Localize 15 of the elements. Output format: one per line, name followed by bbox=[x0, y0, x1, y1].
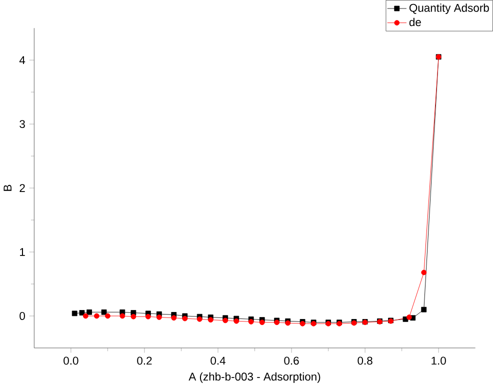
x-tick-label: 0.4 bbox=[210, 356, 226, 365]
x-axis-title: A (zhb-b-003 - Adsorption) bbox=[188, 372, 320, 384]
y-tick-label: 4 bbox=[19, 56, 26, 64]
y-tick-label: 2 bbox=[20, 184, 25, 192]
legend-label: de bbox=[409, 18, 421, 26]
y-tick-label: 3 bbox=[20, 120, 25, 128]
x-tick-label: 0.8 bbox=[358, 356, 372, 365]
legend-label: Quantity Adsorb bbox=[409, 4, 489, 14]
x-tick-label: 0.2 bbox=[137, 356, 152, 365]
y-tick-label: 0 bbox=[20, 312, 25, 320]
y-tick-label: 1 bbox=[20, 248, 25, 256]
x-tick-label: 0.6 bbox=[284, 356, 299, 365]
x-tick-label: 1.0 bbox=[432, 356, 446, 365]
y-axis-title: B bbox=[4, 185, 12, 192]
x-tick-label: 0.0 bbox=[64, 356, 78, 365]
